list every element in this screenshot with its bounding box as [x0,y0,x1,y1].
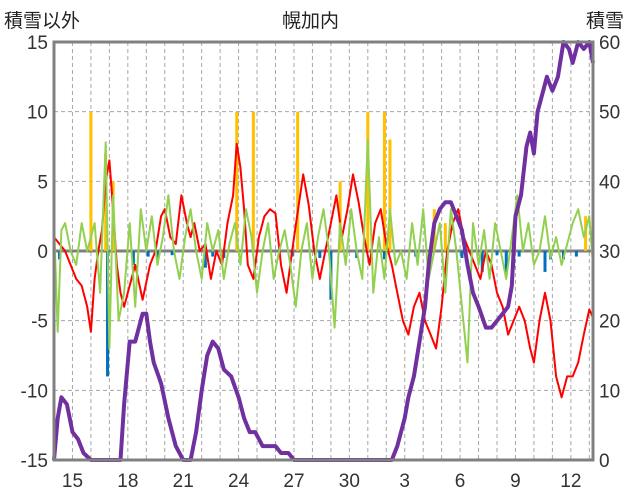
x-tick-label: 12 [560,471,581,492]
left-axis-title: 積雪以外 [4,10,81,32]
left-tick-label: 5 [37,172,48,193]
left-tick-label: 10 [27,103,48,124]
bar-mark [480,251,484,272]
bar-mark [146,251,150,257]
bar-mark [296,111,300,252]
x-tick-label: 27 [283,471,304,492]
bar-mark [106,251,110,377]
right-tick-label: 30 [599,242,620,263]
x-tick-label: 18 [117,471,138,492]
bar-mark [104,153,108,251]
left-tick-label: 15 [27,33,48,54]
x-tick-label: 21 [173,471,194,492]
bar-mark [382,251,386,260]
x-tick-label: 24 [228,471,250,492]
bar-mark [170,251,174,256]
bar-mark [495,251,499,256]
series-line-0 [53,142,594,399]
right-tick-label: 50 [599,103,620,124]
bar-mark [460,251,464,258]
left-tick-label: -5 [31,312,48,333]
x-tick-label: 3 [399,471,410,492]
bar-mark [543,251,547,272]
bar-mark [251,111,255,252]
plot-frame [52,40,595,462]
grid-lines [54,42,593,460]
right-tick-label: 20 [599,312,620,333]
bar-mark [517,251,521,257]
chart-title: 幌加内 [282,10,340,32]
bar-mark [443,223,447,251]
bar-mark [155,251,159,260]
bar-mark [235,111,239,252]
right-tick-label: 0 [599,451,610,472]
bar-mark [131,251,135,265]
right-tick-label: 10 [599,381,620,402]
bar-mark [89,111,93,252]
right-axis-title: 積雪 [586,10,625,32]
bar-mark [382,111,386,252]
bar-mark [574,251,578,257]
bar-mark [318,251,322,258]
right-tick-label: 60 [599,33,620,54]
bar-mark [211,251,215,257]
bar-mark [366,111,370,252]
bar-mark [388,139,392,251]
left-tick-label: 0 [37,242,48,263]
bar-mark [203,251,207,268]
x-tick-label: 30 [339,471,360,492]
x-tick-label: 6 [455,471,466,492]
x-tick-label: 15 [62,471,83,492]
x-tick-label: 9 [510,471,521,492]
right-tick-label: 40 [599,172,620,193]
left-tick-label: -15 [21,451,48,472]
left-tick-label: -10 [21,381,48,402]
bar-mark [504,251,508,275]
series-line-1 [53,138,594,364]
